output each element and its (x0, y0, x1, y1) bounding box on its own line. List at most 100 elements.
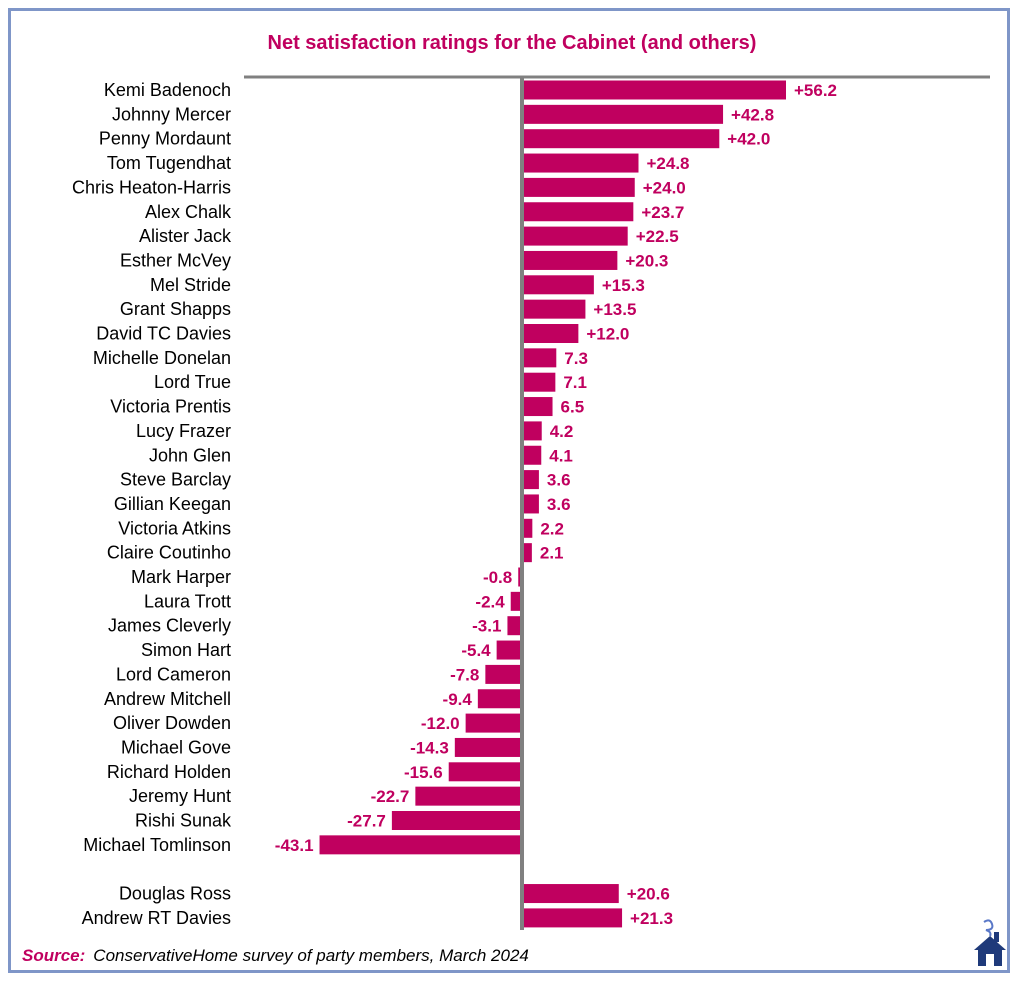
chart-title: Net satisfaction ratings for the Cabinet… (267, 32, 757, 54)
source-label: Source: (22, 946, 86, 965)
bar (522, 348, 557, 368)
data-label: -12.0 (421, 714, 460, 733)
conservativehome-house-icon (970, 918, 1010, 975)
data-label: -14.3 (410, 738, 449, 757)
bar (448, 762, 522, 782)
category-label: Mel Stride (150, 275, 231, 295)
data-label: -2.4 (475, 592, 505, 611)
bar (522, 275, 594, 295)
bar (522, 80, 786, 100)
data-label: -22.7 (371, 787, 410, 806)
category-label: Kemi Badenoch (104, 80, 231, 100)
category-label: Steve Barclay (120, 470, 231, 490)
data-label: +12.0 (586, 325, 629, 344)
category-label: Alex Chalk (145, 202, 232, 222)
category-label: Johnny Mercer (112, 104, 231, 124)
bar (507, 616, 522, 636)
category-label: Laura Trott (144, 591, 231, 611)
category-label: Victoria Prentis (110, 397, 231, 417)
category-label: Grant Shapps (120, 299, 231, 319)
category-label: Penny Mordaunt (99, 129, 231, 149)
data-label: 4.1 (549, 446, 573, 465)
data-label: +24.0 (643, 178, 686, 197)
category-label: Richard Holden (107, 762, 231, 782)
category-label: David TC Davies (96, 324, 231, 344)
data-label: -3.1 (472, 617, 501, 636)
category-label: Claire Coutinho (107, 543, 231, 563)
category-label: Douglas Ross (119, 884, 231, 904)
data-label: 7.1 (563, 373, 587, 392)
data-label: -43.1 (275, 836, 314, 855)
data-label: 2.2 (540, 519, 564, 538)
bar (522, 324, 579, 343)
category-label: John Glen (149, 445, 231, 465)
bar (522, 153, 639, 173)
bar (522, 226, 628, 246)
data-label: +13.5 (593, 300, 636, 319)
bar (510, 591, 522, 611)
data-label: 7.3 (564, 349, 588, 368)
bar (522, 372, 556, 392)
data-label: 3.6 (547, 495, 571, 514)
bar (415, 786, 522, 806)
data-label: 3.6 (547, 471, 571, 490)
category-label: Esther McVey (120, 250, 231, 270)
category-label: Alister Jack (139, 226, 232, 246)
category-label: Andrew RT Davies (82, 908, 231, 928)
category-label: Gillian Keegan (114, 494, 231, 514)
data-label: -0.8 (483, 568, 512, 587)
bar (522, 177, 635, 197)
bar (522, 470, 539, 490)
bar (522, 494, 539, 514)
bar (522, 543, 532, 563)
data-label: +20.3 (625, 251, 668, 270)
category-label: Chris Heaton-Harris (72, 177, 231, 197)
category-label: Lucy Frazer (136, 421, 231, 441)
source-note: Source: ConservativeHome survey of party … (22, 946, 529, 966)
category-label: Mark Harper (131, 567, 231, 587)
data-label: +22.5 (636, 227, 679, 246)
bar (485, 664, 522, 684)
category-label: Rishi Sunak (135, 811, 232, 831)
data-label: +42.8 (731, 105, 774, 124)
category-label: Oliver Dowden (113, 713, 231, 733)
category-label: Lord True (154, 372, 231, 392)
bar (319, 835, 522, 855)
bar (522, 518, 533, 538)
data-label: -5.4 (461, 641, 491, 660)
bar (465, 713, 522, 733)
data-label: +20.6 (627, 885, 670, 904)
data-label: +21.3 (630, 909, 673, 928)
bar (522, 129, 720, 149)
bar (522, 445, 542, 465)
bar (522, 421, 542, 441)
category-label: Michelle Donelan (93, 348, 231, 368)
category-label: Michael Gove (121, 737, 231, 757)
category-label: Michael Tomlinson (83, 835, 231, 855)
bar (522, 908, 623, 928)
bar (391, 811, 522, 830)
category-label: Tom Tugendhat (107, 153, 231, 173)
category-label: Jeremy Hunt (129, 786, 231, 806)
bar (522, 250, 618, 270)
data-label: -9.4 (443, 690, 473, 709)
bar (522, 104, 724, 124)
data-label: -7.8 (450, 665, 479, 684)
category-label: James Cleverly (108, 616, 231, 636)
data-label: -15.6 (404, 763, 443, 782)
bar (477, 689, 522, 709)
data-label: +23.7 (641, 203, 684, 222)
data-label: +56.2 (794, 81, 837, 100)
bar (496, 640, 522, 660)
data-label: 2.1 (540, 544, 564, 563)
category-label: Lord Cameron (116, 664, 231, 684)
bar (454, 737, 522, 757)
bar (522, 202, 634, 222)
data-label: 6.5 (561, 398, 585, 417)
data-label: 4.2 (550, 422, 574, 441)
bar (522, 397, 553, 417)
bar (522, 299, 586, 319)
category-label: Victoria Atkins (118, 518, 231, 538)
bar (522, 884, 619, 904)
